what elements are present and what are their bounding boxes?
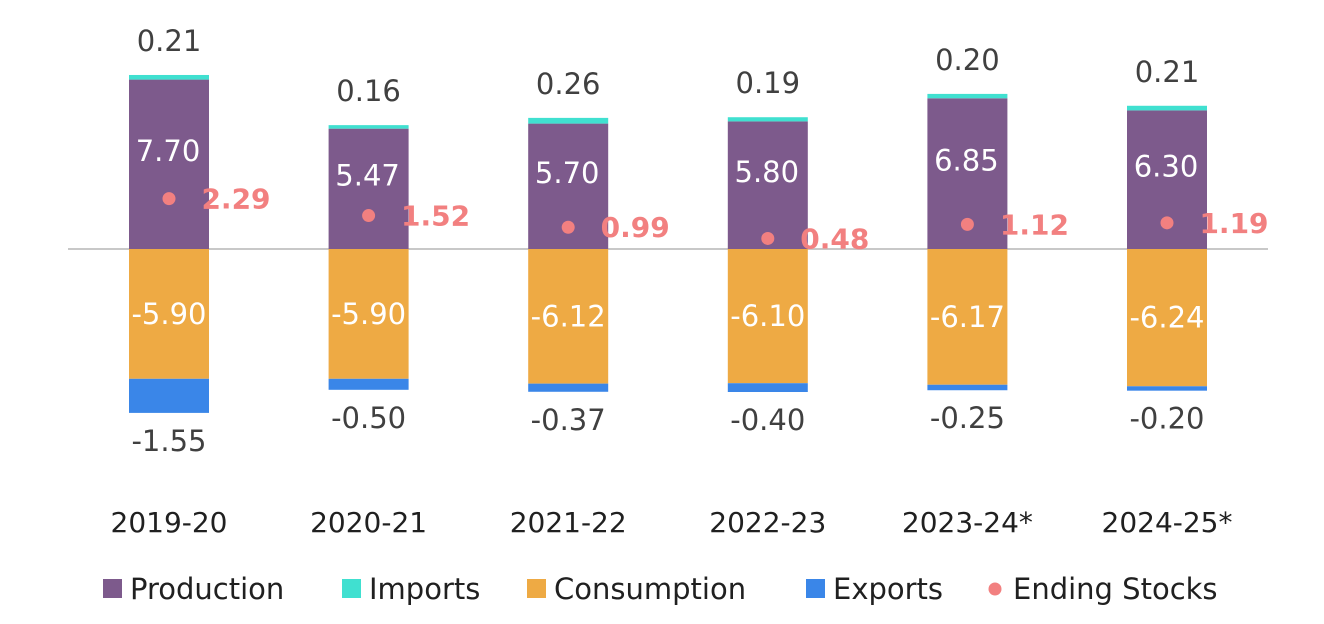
- legend-swatch-imports: [342, 579, 361, 598]
- bar-imports-2021-22: [528, 117, 609, 124]
- bar-imports-2020-21: [328, 125, 409, 129]
- label-production-2019-20: 7.70: [136, 134, 201, 168]
- category-label-2022-23: 2022-23: [709, 506, 826, 539]
- category-label-2023-24: 2023-24*: [902, 506, 1033, 539]
- label-imports-2024-25: 0.21: [1135, 55, 1200, 89]
- label-ending-stocks-2019-20: 2.29: [201, 183, 270, 216]
- bar-exports-2021-22: [528, 383, 609, 392]
- label-production-2024-25: 6.30: [1134, 150, 1199, 184]
- label-exports-2019-20: -1.55: [131, 424, 206, 458]
- label-imports-2021-22: 0.26: [536, 67, 601, 101]
- label-ending-stocks-2023-24: 1.12: [1000, 208, 1069, 241]
- bar-consumption-2024-25: [1127, 249, 1207, 387]
- bar-consumption-2021-22: [528, 249, 609, 384]
- label-imports-2023-24: 0.20: [935, 43, 1000, 77]
- bar-production-2020-21: [328, 128, 409, 249]
- bar-consumption-2019-20: [129, 249, 209, 379]
- category-label-2021-22: 2021-22: [510, 506, 627, 539]
- legend-label-production: Production: [130, 572, 284, 606]
- label-imports-2020-21: 0.16: [336, 74, 401, 108]
- category-label-2024-25: 2024-25*: [1102, 506, 1233, 539]
- label-consumption-2021-22: -6.12: [531, 299, 606, 333]
- category-label-2020-21: 2020-21: [310, 506, 427, 539]
- point-ending-stocks-2022-23: [761, 231, 775, 245]
- label-ending-stocks-2022-23: 0.48: [800, 222, 869, 255]
- label-consumption-2022-23: -6.10: [730, 299, 805, 333]
- plot-area: 0.21 7.702.29 -5.90 -1.55 2019-20 0.16 5.471.5…: [68, 24, 1269, 539]
- label-exports-2021-22: -0.37: [531, 403, 606, 437]
- bar-exports-2020-21: [328, 378, 409, 390]
- point-ending-stocks-2020-21: [362, 209, 376, 223]
- label-exports-2023-24: -0.25: [930, 401, 1005, 435]
- label-production-2023-24: 6.85: [934, 143, 999, 177]
- bar-production-2019-20: [129, 79, 209, 249]
- bar-consumption-2020-21: [328, 249, 409, 379]
- bar-imports-2024-25: [1127, 105, 1207, 111]
- label-consumption-2019-20: -5.90: [131, 297, 206, 331]
- point-ending-stocks-2023-24: [960, 217, 974, 231]
- label-production-2020-21: 5.47: [335, 159, 400, 193]
- label-exports-2022-23: -0.40: [730, 403, 805, 437]
- label-consumption-2024-25: -6.24: [1129, 301, 1204, 335]
- point-ending-stocks-2019-20: [162, 192, 176, 206]
- label-ending-stocks-2021-22: 0.99: [601, 211, 670, 244]
- legend-swatch-consumption: [527, 579, 546, 598]
- legend-label-consumption: Consumption: [554, 572, 746, 606]
- bar-exports-2022-23: [727, 383, 808, 392]
- bar-consumption-2023-24: [927, 249, 1008, 385]
- bar-imports-2019-20: [129, 74, 209, 80]
- bar-production-2022-23: [727, 121, 808, 249]
- legend-swatch-exports: [806, 579, 825, 598]
- legend-swatch-production: [103, 579, 122, 598]
- bar-consumption-2022-23: [727, 249, 808, 384]
- bar-imports-2023-24: [927, 93, 1008, 99]
- legend-label-imports: Imports: [369, 572, 480, 606]
- label-exports-2020-21: -0.50: [331, 401, 406, 435]
- label-production-2022-23: 5.80: [735, 155, 800, 189]
- legend: Production Imports Consumption Exports Endin…: [103, 572, 1218, 606]
- label-imports-2019-20: 0.21: [137, 24, 202, 58]
- legend-label-exports: Exports: [833, 572, 943, 606]
- bar-exports-2019-20: [129, 378, 209, 413]
- label-imports-2022-23: 0.19: [736, 66, 801, 100]
- label-ending-stocks-2024-25: 1.19: [1199, 207, 1268, 240]
- bar-exports-2023-24: [927, 384, 1008, 391]
- label-consumption-2020-21: -5.90: [331, 297, 406, 331]
- bar-imports-2022-23: [727, 117, 808, 122]
- legend-label-ending-stocks: Ending Stocks: [1013, 572, 1218, 606]
- category-label-2019-20: 2019-20: [111, 506, 228, 539]
- point-ending-stocks-2024-25: [1160, 216, 1174, 230]
- label-ending-stocks-2020-21: 1.52: [401, 200, 470, 233]
- label-consumption-2023-24: -6.17: [930, 300, 1005, 334]
- point-ending-stocks-2021-22: [561, 220, 575, 234]
- legend-swatch-ending-stocks: [988, 582, 1002, 596]
- bar-exports-2024-25: [1127, 386, 1207, 391]
- label-production-2021-22: 5.70: [535, 156, 600, 190]
- label-exports-2024-25: -0.20: [1129, 402, 1204, 436]
